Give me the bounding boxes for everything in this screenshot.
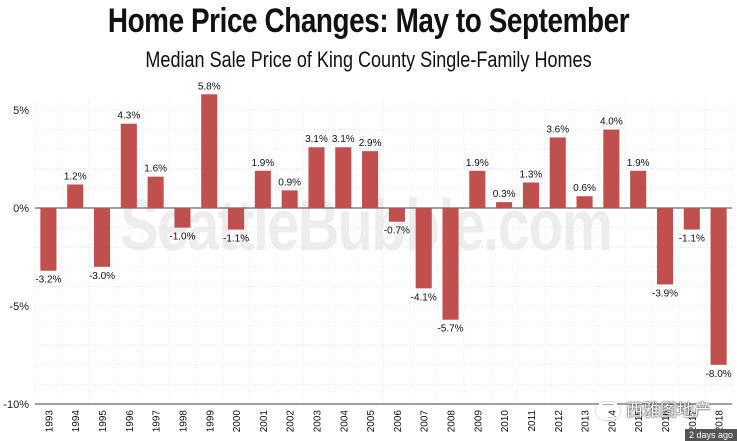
bar [388,208,405,222]
bar [67,184,84,208]
bar [254,170,271,208]
bar [710,208,727,365]
timestamp-badge: 2 days ago [684,429,737,441]
chart-subtitle: Median Sale Price of King County Single-… [145,47,592,72]
x-tick-label: 2012 [554,410,565,433]
data-label: 1.9% [251,158,274,169]
data-label: 4.0% [600,117,623,128]
x-tick-label: 2010 [500,410,511,433]
x-tick-label: 2014 [607,410,618,433]
x-tick-label: 2009 [473,410,484,433]
data-label: -4.1% [411,292,437,303]
bar [335,147,352,208]
gridlines [34,100,733,405]
x-tick-label: 2000 [232,410,243,433]
data-label: 4.3% [117,111,140,122]
x-tick-label: 2013 [581,410,592,433]
x-tick-label: 2011 [527,410,538,432]
x-tick-label: 2017 [688,410,699,433]
bar [147,176,164,208]
bar [308,147,325,208]
y-axis: 5% 0% -5% -10% [3,105,732,411]
bar [228,208,245,230]
bar [603,129,620,208]
bar [362,151,379,208]
bar [496,202,513,208]
y-tick-label: 5% [13,105,29,117]
x-tick-label: 1997 [152,410,163,433]
bar [201,94,218,208]
brand-text: 西雅图地产 [626,401,711,421]
bar [683,208,700,230]
y-tick-label: -10% [3,399,29,411]
x-tick-label: 1996 [125,410,136,433]
bar [576,196,593,208]
bar [281,190,298,208]
y-tick-label: 0% [13,203,29,215]
bar [40,208,57,271]
data-label: -5.7% [437,324,463,335]
data-label: 1.9% [627,158,650,169]
data-label: -3.0% [89,271,115,282]
data-label: 1.3% [520,170,543,181]
bar [415,208,432,289]
x-tick-label: 1993 [44,410,55,433]
data-label: -1.1% [223,234,249,245]
x-tick-label: 2015 [634,410,645,433]
data-label: -3.9% [652,288,678,299]
data-label: 0.6% [573,183,596,194]
x-tick-label: 2002 [286,410,297,433]
x-tick-label: 2001 [259,410,270,433]
bars [40,94,727,365]
data-label: -1.0% [169,232,195,243]
data-label: 5.8% [198,81,221,92]
y-tick-label: -5% [9,301,29,313]
x-tick-label: 1998 [178,410,189,433]
data-label: 0.3% [493,189,516,200]
x-tick-label: 2006 [393,410,404,433]
data-label: 3.1% [332,134,355,145]
bar [656,208,674,285]
x-tick-label: 1995 [98,410,109,433]
data-label: 3.1% [305,134,328,145]
brand-watermark: 西雅图地产 [596,396,711,421]
bar [469,170,486,208]
data-label: -0.7% [384,226,410,237]
bar [630,170,647,208]
x-tick-label: 2003 [312,410,323,433]
bar [442,208,459,320]
data-label: 1.2% [64,171,87,182]
bar [120,123,137,208]
data-label: 2.9% [359,138,382,149]
x-tick-label: 2007 [420,410,431,433]
data-label: 1.6% [144,164,167,175]
x-tick-label: 2005 [366,410,377,433]
x-tick-label: 1999 [205,410,216,433]
data-label: 1.9% [466,158,489,169]
x-tick-label: 2018 [715,410,726,433]
bar [522,182,539,208]
data-labels: -3.2% 1.2% -3.0% 4.3% 1.6% -1.0% 5.8% -1.1% 1.9%… [35,81,731,379]
bar [549,137,566,208]
x-tick-label: 2016 [661,410,672,433]
chart-title: Home Price Changes: May to September [107,2,630,40]
wechat-icon [596,402,620,420]
data-label: 0.9% [278,177,301,188]
data-label: 3.6% [546,124,569,135]
data-label: -3.2% [35,275,61,286]
data-label: -8.0% [706,369,732,380]
bar [174,208,191,228]
x-tick-label: 1994 [71,410,82,433]
bar [93,208,111,267]
x-axis: 1993 1994 1995 1996 1997 1998 1999 2000 2001 2002… [44,410,725,433]
x-tick-label: 2004 [339,410,350,433]
data-label: -1.1% [679,234,705,245]
x-tick-label: 2008 [447,410,458,433]
